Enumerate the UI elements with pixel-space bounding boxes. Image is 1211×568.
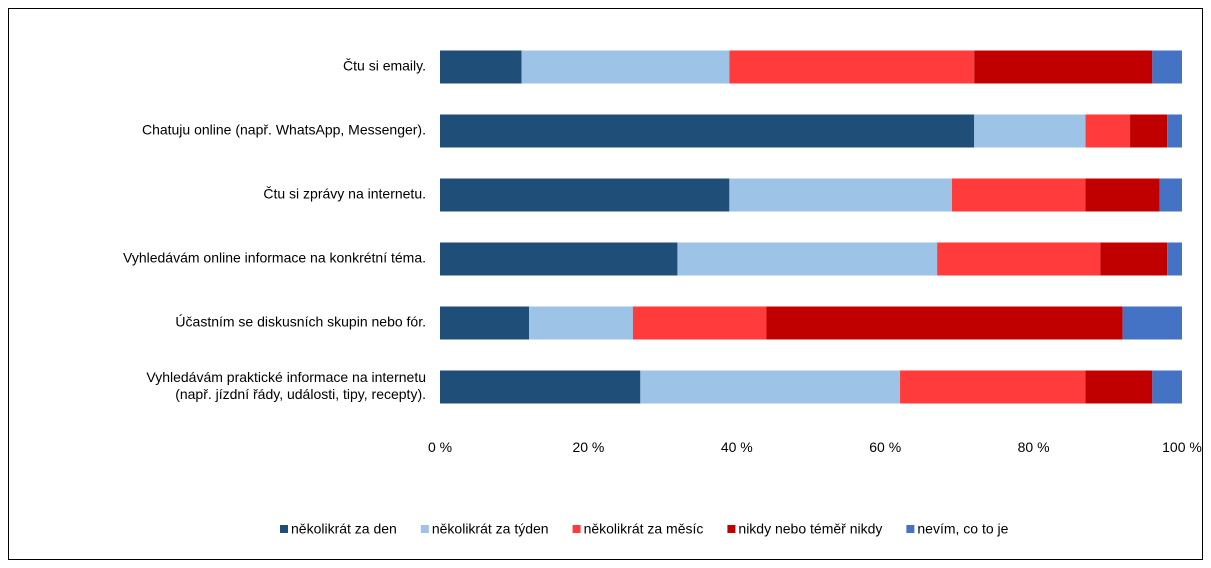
bar-segment-4-3 bbox=[937, 242, 1101, 276]
bar-segment-4-5 bbox=[1167, 242, 1182, 276]
x-tick-label-6: 100 % bbox=[1162, 439, 1202, 455]
category-label-3: Čtu si zprávy na internetu. bbox=[263, 186, 426, 202]
bar-segment-3-2 bbox=[729, 178, 952, 212]
stacked-bar-chart: Čtu si emaily. Chatuju online (např. What… bbox=[123, 50, 1202, 537]
bar-segment-1-3 bbox=[729, 50, 975, 84]
legend: několikrát za den několikrát za týden něko… bbox=[280, 521, 1009, 537]
bar-segment-6-2 bbox=[640, 370, 901, 404]
legend-swatch-5 bbox=[906, 525, 915, 533]
bar-segment-5-1 bbox=[440, 306, 530, 340]
bar-segment-2-5 bbox=[1167, 114, 1182, 148]
x-axis-ticks: 0 % 20 % 40 % 60 % 80 % 100 % bbox=[428, 439, 1202, 455]
bar-segment-6-1 bbox=[440, 370, 641, 404]
legend-swatch-3 bbox=[572, 525, 581, 533]
category-label-4: Vyhledávám online informace na konkrétní… bbox=[123, 250, 426, 266]
legend-swatch-1 bbox=[280, 525, 288, 533]
bar-segment-2-2 bbox=[974, 114, 1086, 148]
bar-segment-5-3 bbox=[632, 306, 767, 340]
category-label-1: Čtu si emaily. bbox=[343, 58, 426, 74]
bar-segment-5-2 bbox=[529, 306, 633, 340]
x-tick-label-1: 0 % bbox=[428, 439, 452, 455]
category-labels: Čtu si emaily. Chatuju online (např. What… bbox=[123, 58, 426, 403]
legend-swatch-4 bbox=[727, 525, 736, 533]
x-tick-label-4: 60 % bbox=[869, 439, 901, 455]
bar-segment-6-3 bbox=[900, 370, 1086, 404]
bar-segment-4-2 bbox=[677, 242, 938, 276]
bar-segment-3-5 bbox=[1159, 178, 1182, 212]
category-label-6: Vyhledávám praktické informace na intern… bbox=[146, 369, 426, 402]
legend-label-2: několikrát za týden bbox=[432, 521, 549, 537]
chart-frame: Čtu si emaily. Chatuju online (např. What… bbox=[8, 8, 1203, 560]
legend-swatch-2 bbox=[420, 525, 429, 533]
category-label-2: Chatuju online (např. WhatsApp, Messenge… bbox=[142, 122, 426, 138]
bar-segment-5-5 bbox=[1122, 306, 1182, 340]
bar-segment-5-4 bbox=[766, 306, 1123, 340]
category-label-5: Účastním se diskusních skupin nebo fór. bbox=[175, 314, 426, 330]
x-tick-label-3: 40 % bbox=[721, 439, 753, 455]
bar-segment-4-1 bbox=[440, 242, 678, 276]
legend-label-1: několikrát za den bbox=[291, 521, 397, 537]
bar-segment-1-1 bbox=[440, 50, 522, 84]
bar-segment-4-4 bbox=[1100, 242, 1168, 276]
bar-segment-3-4 bbox=[1085, 178, 1160, 212]
bar-segment-3-3 bbox=[951, 178, 1086, 212]
x-tick-label-2: 20 % bbox=[572, 439, 604, 455]
x-tick-label-5: 80 % bbox=[1018, 439, 1050, 455]
legend-label-3: několikrát za měsíc bbox=[584, 521, 704, 537]
bar-segment-1-5 bbox=[1152, 50, 1182, 84]
bar-segment-2-1 bbox=[440, 114, 975, 148]
bar-segment-1-4 bbox=[974, 50, 1153, 84]
bar-segment-6-4 bbox=[1085, 370, 1153, 404]
bar-segment-3-1 bbox=[440, 178, 730, 212]
bar-segment-2-4 bbox=[1130, 114, 1168, 148]
bar-segment-1-2 bbox=[521, 50, 730, 84]
legend-label-5: nevím, co to je bbox=[917, 521, 1008, 537]
bar-segment-2-3 bbox=[1085, 114, 1131, 148]
bars-group bbox=[440, 50, 1182, 404]
legend-label-4: nikdy nebo téměř nikdy bbox=[738, 521, 882, 537]
bar-segment-6-5 bbox=[1152, 370, 1182, 404]
